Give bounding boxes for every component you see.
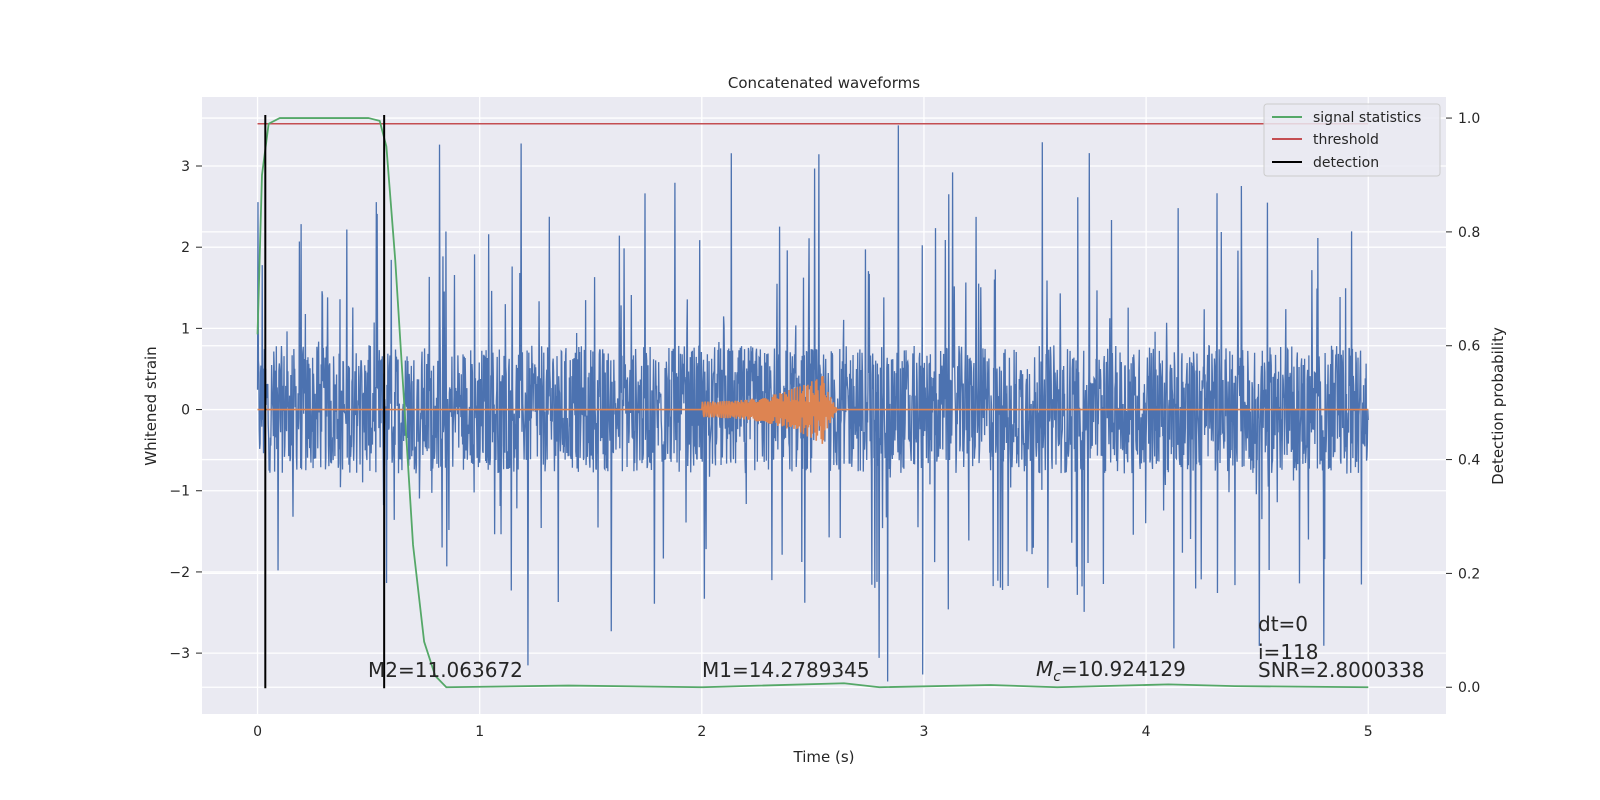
y2-tick-label: 0.0 [1458, 680, 1480, 696]
series-layer [256, 115, 1369, 689]
y-axis-label: Whitened strain [142, 346, 160, 465]
x-tick-label: 3 [920, 724, 929, 740]
y2-tick-label: 0.4 [1458, 453, 1480, 469]
annotation-m1: M1=14.2789345 [702, 658, 870, 682]
x-tick-label: 2 [697, 724, 706, 740]
annotation-mc-symbol: M [1036, 657, 1053, 681]
y2-axis-label: Detection probability [1489, 327, 1507, 485]
annotation-i: i=118 [1258, 640, 1319, 664]
chart-title: Concatenated waveforms [728, 74, 920, 92]
legend-frame [1263, 103, 1441, 177]
y-tick-label: −1 [169, 484, 190, 500]
annotation-m2: M2=11.063672 [368, 658, 523, 682]
legend-label-detection: detection [1313, 155, 1379, 171]
x-tick-label: 5 [1364, 724, 1373, 740]
x-axis-label: Time (s) [793, 748, 855, 766]
y-tick-label: 1 [181, 321, 190, 337]
legend-label-signal-statistics: signal statistics [1313, 110, 1421, 126]
x-tick-label: 0 [253, 724, 262, 740]
series-signal-statistics [256, 117, 1369, 689]
y-tick-label: 2 [181, 240, 190, 256]
annotation-mc: Mc=10.924129 [1036, 657, 1186, 685]
series-whitened-strain [256, 125, 1369, 682]
y2-tick-label: 0.8 [1458, 225, 1480, 241]
annotation-dt: dt=0 [1258, 612, 1308, 636]
x-tick-label: 4 [1142, 724, 1151, 740]
y-tick-label: −3 [169, 646, 190, 662]
legend-label-threshold: threshold [1313, 132, 1379, 148]
y-tick-label: −2 [169, 565, 190, 581]
y-tick-label: 0 [181, 403, 190, 419]
annotation-mc-subscript: c [1053, 669, 1061, 685]
series-injected-waveform [257, 376, 1369, 444]
ticks: 0 1 2 3 4 5 −3 −2 −1 0 1 2 3 0.0 0.2 0.4 0.6 0.8 1.0 [169, 111, 1480, 740]
y-tick-label: 3 [181, 159, 190, 175]
annotation-mc-value: =10.924129 [1061, 657, 1186, 681]
y2-tick-label: 0.6 [1458, 339, 1480, 355]
x-tick-label: 1 [475, 724, 484, 740]
y2-tick-label: 1.0 [1458, 111, 1480, 127]
y2-tick-label: 0.2 [1458, 566, 1480, 582]
legend: signal statistics threshold detection [1263, 103, 1441, 177]
annotation-snr: SNR=2.8000338 [1258, 658, 1424, 682]
